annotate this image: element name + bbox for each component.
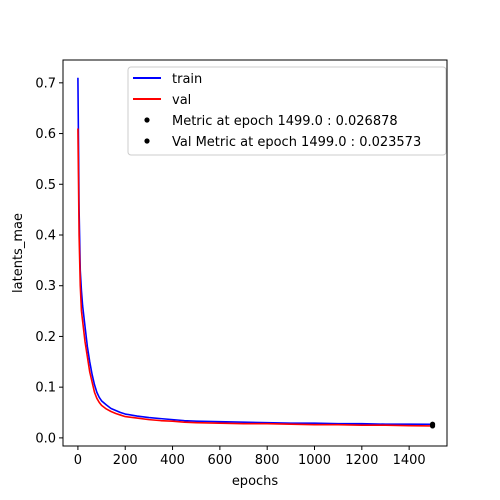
- x-axis-label: epochs: [232, 474, 279, 489]
- x-axis-ticks: 0 200 400 600 800 1000 1200 1400: [74, 446, 426, 468]
- y-tick-label: 0.6: [35, 127, 56, 142]
- series-line-val: [77, 128, 433, 427]
- legend-marker-metric: [144, 117, 150, 123]
- y-tick-label: 0.4: [35, 228, 56, 243]
- legend: train val Metric at epoch 1499.0 : 0.026…: [127, 66, 447, 156]
- series-line-train: [77, 77, 433, 426]
- x-tick-label: 0: [74, 453, 82, 468]
- y-axis-label: latents_mae: [11, 213, 26, 293]
- y-tick-label: 0.2: [35, 330, 56, 345]
- y-tick-label: 0.3: [35, 279, 56, 294]
- x-tick-label: 800: [255, 453, 280, 468]
- marker-layer: [429, 421, 436, 429]
- plot-frame: [62, 59, 448, 447]
- legend-label-train: train: [172, 72, 202, 87]
- legend-label-val-metric: Val Metric at epoch 1499.0 : 0.023573: [172, 135, 421, 150]
- y-tick-label: 0.0: [35, 431, 56, 446]
- x-tick-label: 1200: [345, 453, 378, 468]
- legend-marker-val-metric: [144, 138, 150, 144]
- y-tick-label: 0.5: [35, 178, 56, 193]
- y-tick-label: 0.7: [35, 76, 56, 91]
- legend-label-metric: Metric at epoch 1499.0 : 0.026878: [172, 114, 398, 129]
- legend-box: [127, 66, 447, 156]
- x-tick-label: 200: [113, 453, 138, 468]
- y-tick-label: 0.1: [35, 381, 56, 396]
- legend-label-val: val: [172, 93, 191, 108]
- x-tick-label: 400: [160, 453, 185, 468]
- x-tick-label: 1400: [393, 453, 426, 468]
- val-metric-point: [429, 423, 436, 429]
- y-axis-ticks: 0.0 0.1 0.2 0.3 0.4 0.5 0.6 0.7: [35, 76, 63, 446]
- x-tick-label: 1000: [298, 453, 331, 468]
- plot-area: [62, 59, 448, 447]
- x-tick-label: 600: [207, 453, 232, 468]
- series-layer: [77, 77, 433, 427]
